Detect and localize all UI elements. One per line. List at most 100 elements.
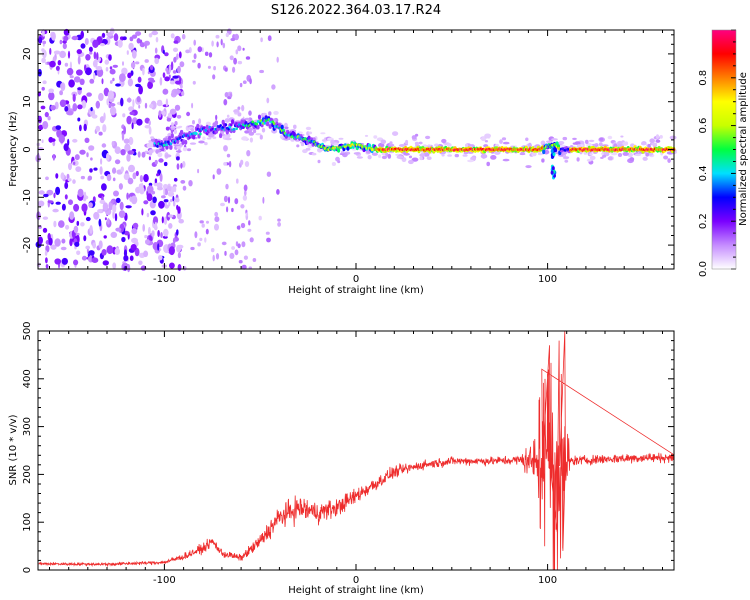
spectrogram-cell-1294	[659, 135, 663, 139]
spectrogram-cell-1457	[251, 120, 254, 124]
spectrogram-cell-581	[159, 173, 163, 182]
spectrogram-cell-545	[169, 108, 177, 115]
spectrogram-cell-543	[72, 138, 78, 143]
spectrogram-cell-507	[124, 143, 131, 152]
spectrogram-cell-132	[162, 88, 169, 95]
spectrogram-cell-582	[109, 103, 116, 107]
spectrogram-cell-1177	[651, 142, 658, 146]
spectrogram-cell-584	[148, 120, 151, 126]
spectrogram-cell-796	[223, 162, 228, 166]
spectrogram-cell-809	[225, 32, 229, 38]
spectrogram-cell-381	[151, 30, 159, 36]
spectrogram-cell-2108	[550, 170, 554, 175]
spectrogram-cell-313	[102, 124, 107, 133]
spectrogram-cell-1147	[602, 154, 607, 158]
spectrogram-cell-510	[101, 32, 106, 38]
spectrogram-cell-293	[164, 76, 170, 82]
spectrogram-cell-642	[63, 35, 69, 42]
spectrogram-cell-1075	[321, 139, 326, 142]
spectrogram-cell-1087	[233, 109, 240, 114]
spectrogram-cell-1417	[224, 123, 228, 127]
spectrogram-cell-1325	[162, 143, 166, 147]
spectrogram-cell-356	[120, 166, 125, 173]
spectrogram-cell-424	[135, 83, 141, 88]
spectrogram-cell-308	[55, 65, 60, 71]
spectrogram-cell-445	[127, 78, 133, 87]
spectrogram-cell-603	[132, 99, 135, 108]
spectrogram-cell-123	[164, 52, 169, 57]
spectrogram-cell-1274	[262, 112, 267, 117]
spectrogram-cell-727	[226, 114, 230, 118]
spectrogram-cell-583	[132, 222, 139, 229]
spectrogram-cell-101	[55, 186, 61, 196]
spectrogram-cell-577	[152, 242, 159, 251]
spectrogram-cell-363	[152, 216, 159, 225]
spectrogram-cell-716	[240, 222, 246, 229]
spectrogram-cell-638	[79, 149, 86, 155]
spectrogram-cell-773	[223, 99, 228, 106]
spectrogram-cell-107	[157, 230, 160, 237]
spectrogram-cell-13	[75, 166, 82, 173]
spectrogram-cell-630	[138, 183, 144, 190]
spectrogram-cell-1336	[170, 133, 174, 139]
spectrogram-cell-608	[99, 43, 105, 47]
spectrogram-cell-1349	[179, 136, 182, 140]
spectrogram-cell-450	[147, 81, 154, 89]
spectrogram-cell-1115	[441, 153, 445, 157]
spectrogram-cell-211	[55, 125, 62, 130]
spectrogram-cell-245	[58, 220, 65, 228]
spectrogram-cell-360	[125, 205, 132, 209]
spectrogram-cell-1489	[272, 122, 276, 126]
spectrogram-cell-1277	[353, 152, 361, 155]
spectrogram-cell-1009	[190, 127, 195, 133]
spectrogram-cell-646	[81, 203, 88, 212]
spectrogram-cell-10	[135, 170, 139, 177]
spectrogram-cell-164	[131, 49, 137, 59]
spectrogram-cell-464	[74, 241, 80, 247]
spectrogram-cell-1162	[562, 136, 568, 141]
spectrogram-cell-218	[98, 92, 104, 102]
spectrogram-cell-803	[208, 52, 213, 58]
spectrogram-cell-447	[110, 200, 115, 204]
spectrogram-cell-1096	[305, 147, 311, 151]
spectrogram-cell-376	[139, 175, 143, 183]
spectrogram-cell-403	[52, 208, 59, 213]
spectrogram-cell-753	[174, 197, 180, 203]
spectrogram-cell-1425	[230, 123, 233, 127]
spectrogram-cell-602	[50, 105, 56, 111]
spectrogram-cell-1251	[641, 142, 646, 146]
spectrogram-cell-179	[128, 164, 135, 173]
spectrogram-cell-1200	[576, 157, 580, 162]
spectrogram-cell-442	[163, 161, 168, 167]
spectrogram-cell-491	[102, 260, 110, 266]
snr-panel: -100 0 100 0 100 200 300 400 500 Height of strai…	[8, 321, 675, 596]
spectrogram-cell-499	[72, 179, 76, 184]
spectrogram-cell-273	[135, 61, 140, 65]
spectrogram-cell-1423	[228, 125, 232, 129]
spectrogram-cell-1102	[182, 147, 188, 152]
x-tick-label-2: 100	[538, 575, 557, 586]
spectrogram-cell-609	[158, 255, 163, 261]
spectrogram-cell-524	[101, 143, 107, 148]
spectrogram-cell-240	[123, 249, 128, 257]
spectrogram-cell-496	[115, 197, 121, 204]
spectrogram-cell-175	[61, 238, 66, 244]
spectrogram-cell-654	[216, 168, 222, 175]
spectrogram-cell-703	[173, 129, 177, 135]
spectrogram-cell-1048	[446, 143, 452, 147]
spectrogram-cell-22	[69, 75, 74, 79]
spectrogram-cell-81	[148, 182, 153, 187]
spectrogram-cell-246	[156, 173, 160, 177]
spectrogram-cell-289	[84, 67, 92, 76]
spectrogram-cell-553	[144, 102, 148, 109]
spectrogram-cell-560	[120, 149, 126, 156]
spectrogram-cell-899	[405, 139, 409, 145]
spectrogram-cell-1123	[148, 149, 154, 154]
spectrogram-cell-339	[106, 174, 112, 182]
spectrogram-cell-151	[52, 154, 56, 161]
snr-x-axis-title: Height of straight line (km)	[288, 585, 424, 596]
spectrogram-cell-331	[173, 185, 177, 193]
spectrogram-cell-305	[80, 30, 84, 39]
spectrogram-cell-641	[73, 225, 79, 234]
spectrogram-cell-142	[52, 140, 56, 147]
